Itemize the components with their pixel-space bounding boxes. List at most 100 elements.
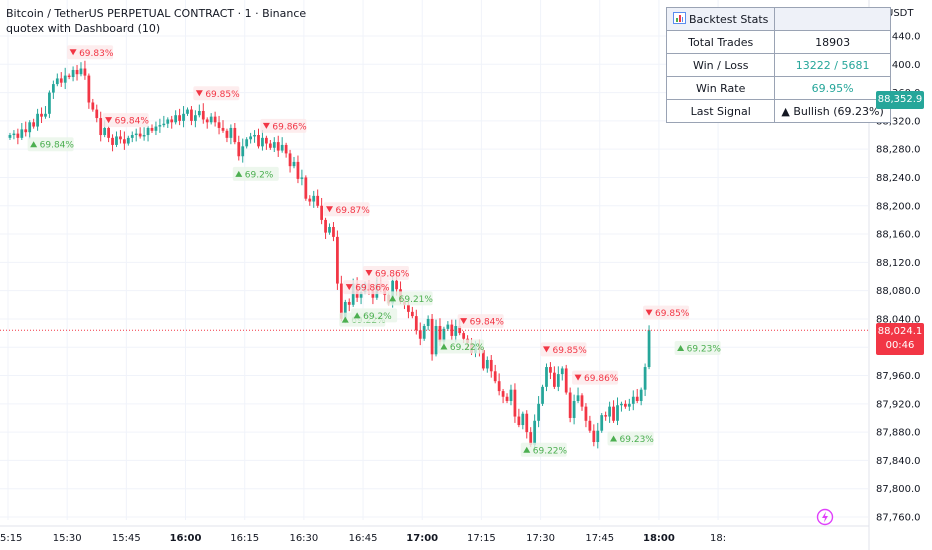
candle-body [134,133,138,136]
candle-body [111,137,114,145]
candle-body [505,396,509,401]
x-tick-label: 17:00 [406,533,438,544]
candle-body [600,415,604,431]
candle-body [568,392,572,418]
y-tick-label: 87,920.0 [876,399,921,410]
candle-body [186,109,189,114]
signal-halo [67,45,114,60]
candle-body [521,413,525,426]
candle-body [126,137,130,144]
candle-body [320,205,324,220]
candle-body [257,135,260,147]
bearish-signal-marker [345,284,353,291]
candle-body [229,127,233,138]
bearish-signal-marker [460,318,468,325]
y-tick-label: 88,400.0 [876,60,921,71]
candle-body [99,118,103,136]
bearish-signal-marker [262,122,270,129]
candle-body [154,126,158,131]
signal-label: 69.22% [450,343,485,353]
signal-label: 69.21% [399,295,434,305]
lightning-icon[interactable] [816,508,834,526]
candle-body [627,403,631,407]
stats-row-win-loss: Win / Loss 13222 / 5681 [665,53,891,77]
candle-body [166,119,170,124]
candle-body [410,311,414,317]
candle-body [20,129,24,138]
bearish-signal-marker [105,117,113,124]
candle-body [201,110,205,120]
signal-halo [457,314,504,329]
candle-body [150,127,154,131]
candle-body [635,396,639,401]
candle-body [414,316,418,331]
candle-body [517,416,521,426]
x-tick-label: 15:15 [0,533,22,544]
indicator-title[interactable]: quotex with Dashboard (10) [6,22,161,35]
candle-body [205,119,209,123]
candle-body [312,195,316,202]
signal-halo [232,166,279,181]
candle-body [513,389,517,417]
x-tick-label: 15:30 [53,533,82,544]
bullish-signal-marker [341,316,349,323]
countdown-value: 00:46 [885,340,915,351]
bullish-signal-marker [440,343,448,350]
candle-body [592,430,596,443]
candle-body [351,283,355,305]
candle-body [631,396,635,404]
signal-halo [643,305,690,320]
candle-body [481,350,485,369]
candle-body [556,374,560,387]
candle-body [576,395,580,401]
candle-body [300,177,304,179]
candle-body [194,115,197,121]
candle-body [328,226,331,233]
candle-body [489,359,493,372]
symbol-title[interactable]: Bitcoin / TetherUS PERPETUAL CONTRACT · … [6,7,307,20]
candle-body [647,330,651,368]
bearish-signal-marker [645,309,653,316]
signal-halo [27,137,74,152]
candle-body [79,68,83,75]
candle-body [324,219,327,233]
candle-body [541,386,544,404]
candle-body [639,389,643,401]
candle-body [501,391,505,397]
candle-body [24,129,28,133]
candle-body [170,119,174,123]
bullish-signal-marker [389,295,397,302]
currency-label[interactable]: USDT [886,8,914,19]
candle-body [67,75,71,78]
candle-body [552,372,556,387]
candle-body [426,318,430,327]
candle-body [371,290,375,298]
candle-body [407,304,410,312]
candle-body [284,144,288,154]
candle-body [280,144,284,151]
candle-body [75,69,79,75]
candle-body [162,123,166,126]
candle-body [604,415,608,417]
candle-body [454,326,458,336]
candle-body [36,113,39,127]
candle-body [608,406,611,417]
stats-label: Last Signal [665,99,776,123]
x-tick-label: 16:30 [289,533,318,544]
candle-body [63,75,67,83]
candle-body [580,395,584,407]
candle-body [509,389,513,401]
candle-body [343,301,347,319]
bullish-signal-marker [235,170,243,177]
y-tick-label: 88,160.0 [876,230,921,241]
stats-value: 13222 / 5681 [774,53,891,77]
candle-body [560,368,564,375]
signal-label: 69.2% [363,312,392,322]
candle-body [545,367,548,387]
candle-body [485,359,489,369]
y-tick-label: 88,200.0 [876,201,921,212]
bullish-signal-marker [353,312,361,319]
bar-chart-icon [673,12,686,24]
candle-body [624,403,627,407]
